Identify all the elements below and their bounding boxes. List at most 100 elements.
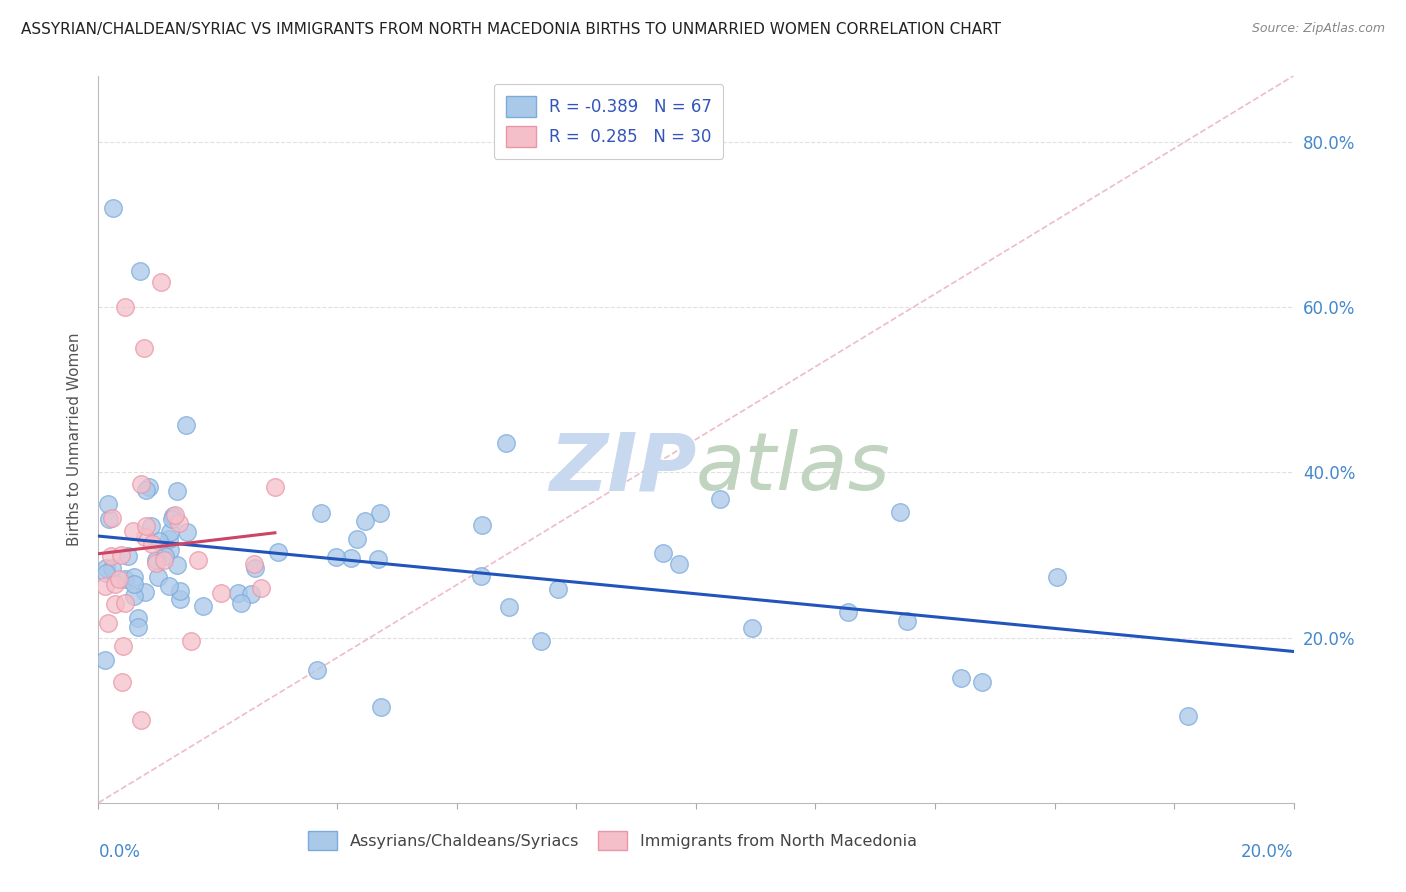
Point	[122, 576, 145, 591]
Point	[114, 596, 136, 610]
Point	[157, 578, 180, 592]
Point	[94, 579, 117, 593]
Point	[134, 584, 156, 599]
Point	[896, 615, 918, 629]
Legend: Assyrians/Chaldeans/Syriacs, Immigrants from North Macedonia: Assyrians/Chaldeans/Syriacs, Immigrants …	[302, 824, 922, 856]
Point	[148, 570, 170, 584]
Point	[162, 509, 184, 524]
Point	[94, 653, 117, 667]
Point	[157, 533, 180, 547]
Text: 20.0%: 20.0%	[1241, 843, 1294, 861]
Point	[110, 674, 132, 689]
Point	[1177, 709, 1199, 723]
Point	[134, 518, 156, 533]
Y-axis label: Births to Unmarried Women: Births to Unmarried Women	[67, 333, 83, 546]
Text: ASSYRIAN/CHALDEAN/SYRIAC VS IMMIGRANTS FROM NORTH MACEDONIA BIRTHS TO UNMARRIED : ASSYRIAN/CHALDEAN/SYRIAC VS IMMIGRANTS F…	[21, 22, 1001, 37]
Point	[368, 506, 391, 520]
Point	[264, 480, 287, 494]
Point	[100, 549, 122, 563]
Point	[127, 620, 149, 634]
Point	[94, 560, 117, 574]
Point	[166, 558, 188, 572]
Point	[837, 605, 859, 619]
Point	[250, 581, 273, 595]
Point	[141, 537, 163, 551]
Point	[121, 524, 143, 538]
Point	[94, 566, 117, 580]
Point	[889, 505, 911, 519]
Point	[191, 599, 214, 614]
Point	[305, 663, 328, 677]
Point	[153, 553, 176, 567]
Point	[163, 508, 186, 523]
Point	[155, 549, 177, 563]
Point	[159, 524, 181, 539]
Point	[129, 713, 152, 727]
Point	[174, 417, 197, 432]
Point	[108, 572, 131, 586]
Point	[127, 611, 149, 625]
Point	[149, 276, 172, 290]
Point	[117, 549, 139, 563]
Point	[134, 531, 156, 545]
Point	[148, 534, 170, 549]
Point	[101, 561, 124, 575]
Point	[104, 577, 127, 591]
Point	[267, 545, 290, 559]
Point	[229, 596, 252, 610]
Point	[353, 514, 375, 528]
Point	[169, 584, 191, 599]
Point	[97, 512, 120, 526]
Point	[101, 510, 124, 524]
Point	[1046, 570, 1069, 584]
Point	[471, 518, 494, 533]
Point	[346, 532, 368, 546]
Text: Source: ZipAtlas.com: Source: ZipAtlas.com	[1251, 22, 1385, 36]
Point	[112, 640, 135, 654]
Point	[209, 586, 232, 600]
Point	[160, 512, 183, 526]
Point	[110, 548, 132, 562]
Point	[104, 597, 127, 611]
Point	[242, 557, 264, 571]
Text: 0.0%: 0.0%	[98, 843, 141, 861]
Point	[166, 483, 188, 498]
Point	[103, 201, 125, 215]
Point	[97, 615, 120, 630]
Point	[972, 674, 994, 689]
Point	[169, 591, 191, 606]
Point	[741, 621, 763, 635]
Point	[145, 553, 167, 567]
Point	[339, 550, 361, 565]
Text: atlas: atlas	[696, 429, 891, 508]
Point	[470, 569, 492, 583]
Point	[159, 543, 181, 558]
Point	[240, 587, 263, 601]
Point	[97, 497, 120, 511]
Point	[309, 506, 332, 520]
Point	[325, 549, 347, 564]
Point	[129, 263, 152, 277]
Point	[228, 586, 250, 600]
Point	[668, 557, 690, 571]
Point	[652, 546, 675, 560]
Point	[129, 477, 152, 491]
Point	[135, 483, 157, 497]
Point	[124, 570, 146, 584]
Point	[187, 553, 209, 567]
Point	[176, 524, 198, 539]
Point	[495, 436, 517, 450]
Point	[114, 300, 136, 314]
Point	[709, 492, 731, 507]
Point	[949, 671, 972, 685]
Point	[139, 519, 162, 533]
Point	[167, 516, 190, 530]
Point	[145, 556, 167, 570]
Point	[134, 342, 156, 356]
Point	[498, 599, 520, 614]
Point	[245, 561, 267, 575]
Point	[530, 634, 553, 648]
Point	[122, 589, 145, 603]
Point	[370, 699, 392, 714]
Point	[138, 480, 160, 494]
